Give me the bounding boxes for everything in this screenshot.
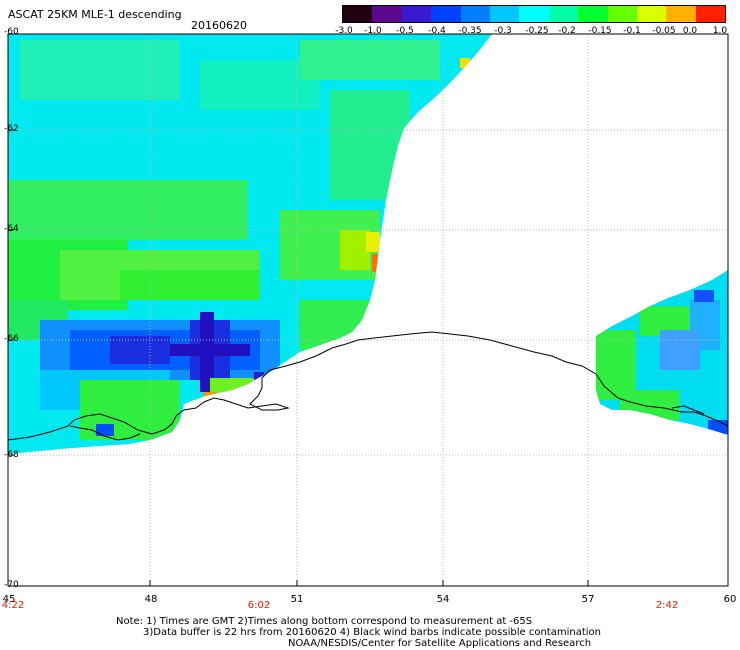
colorbar-label: -0.5 (396, 26, 414, 36)
coastline-island-right (671, 405, 705, 415)
coastline (7, 331, 729, 441)
colorbar-label: 1.0 (712, 26, 728, 36)
colorbar-segment (489, 6, 520, 22)
colorbar (342, 5, 726, 23)
graticule (8, 34, 728, 586)
lat-label: -60 (4, 27, 19, 37)
colorbar-segment (431, 6, 461, 22)
colorbar-segment (343, 6, 373, 22)
colorbar-label: 0.0 (682, 26, 698, 36)
left-wind-swath (8, 34, 492, 454)
map-frame (7, 33, 729, 587)
lon-label: 48 (144, 594, 158, 605)
colorbar-segment (636, 6, 667, 22)
colorbar-segment (372, 6, 402, 22)
colorbar-segment (578, 6, 608, 22)
lon-label: 60 (723, 594, 737, 605)
colorbar-segment (519, 6, 549, 22)
map-date: 20160620 (191, 19, 247, 32)
colorbar-label: -0.2 (558, 26, 576, 36)
footer-note-1: Note: 1) Times are GMT 2)Times along bot… (116, 616, 533, 627)
colorbar-segment (401, 6, 432, 22)
footer-note-2: 3)Data buffer is 22 hrs from 20160620 4)… (143, 627, 601, 638)
lat-label: -62 (4, 124, 19, 134)
colorbar-label: -0.3 (494, 26, 512, 36)
colorbar-label: -0.35 (458, 26, 482, 36)
colorbar-segment (666, 6, 696, 22)
lat-label: -66 (4, 334, 19, 344)
footer-credit: NOAA/NESDIS/Center for Satellite Applica… (288, 638, 592, 649)
colorbar-label: -0.15 (588, 26, 612, 36)
time-label: 6:02 (247, 600, 271, 611)
colorbar-label: -1.0 (364, 26, 382, 36)
coastline-island-left (69, 425, 141, 441)
lon-label: 54 (436, 594, 450, 605)
time-label: 2:42 (655, 600, 679, 611)
colorbar-label: -0.4 (428, 26, 446, 36)
colorbar-segment (548, 6, 579, 22)
colorbar-segment (460, 6, 490, 22)
colorbar-label: -3.0 (335, 26, 353, 36)
tick-marks (8, 129, 589, 586)
lat-label: -64 (4, 224, 19, 234)
colorbar-label: -0.1 (623, 26, 641, 36)
lon-label: 57 (581, 594, 595, 605)
lat-label: -70 (4, 580, 19, 590)
colorbar-label: -0.05 (652, 26, 676, 36)
time-label: 4:22 (1, 600, 25, 611)
colorbar-segment (607, 6, 637, 22)
lon-label: 51 (290, 594, 304, 605)
colorbar-segment (695, 6, 726, 22)
right-wind-swath (596, 270, 728, 435)
colorbar-label: -0.25 (525, 26, 549, 36)
map-title: ASCAT 25KM MLE-1 descending (8, 8, 182, 21)
lat-label: -68 (4, 450, 19, 460)
lon-label: 45 (2, 594, 16, 605)
